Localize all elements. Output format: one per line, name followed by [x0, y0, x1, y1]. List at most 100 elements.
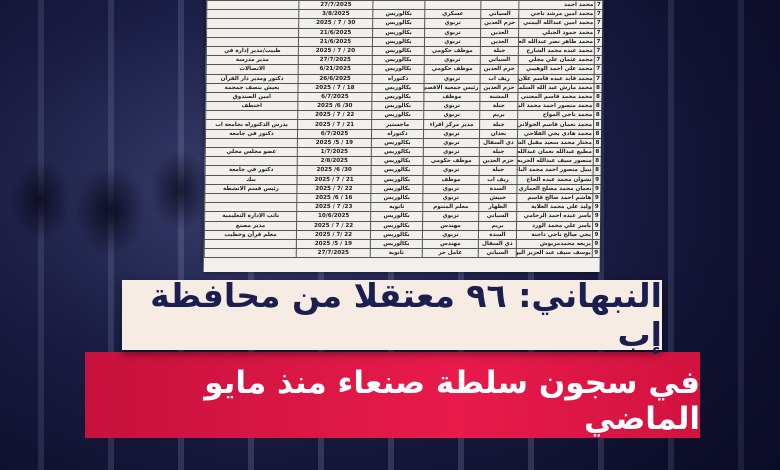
cell-degree: بكالوريس: [370, 239, 423, 249]
cell-area: السدة: [478, 230, 517, 240]
cell-area: حزم العدين: [480, 18, 519, 29]
cell-name: هاشم احمد صالح قاسم: [516, 193, 593, 203]
cell-num: 8: [593, 83, 603, 93]
cell-job: تربوي: [423, 138, 480, 148]
cell-job: تربوي: [423, 129, 480, 139]
cell-job: تربوي: [422, 184, 479, 194]
cell-area: جبلة: [479, 165, 518, 176]
cell-name: محمد عبده محمد الشارح: [518, 46, 595, 56]
cell-date: 27/7/2025: [298, 55, 373, 65]
cell-area: السياني: [478, 248, 517, 258]
cell-degree: بكالوريس: [371, 83, 425, 93]
cell-job: مدير مركز اقراء: [423, 119, 480, 130]
cell-notes: دكتور في جامعة: [205, 129, 298, 139]
cell-job: تربوي: [424, 37, 481, 47]
cell-date: 21/6/2025: [298, 28, 373, 38]
cell-name: يوسف سيف عبد العزيز اليوسفي: [516, 248, 593, 258]
cell-name: محمد امين مرشد ناجي: [518, 9, 595, 19]
cell-degree: بكالوريس: [371, 165, 424, 176]
cell-date: 6/7/2025: [297, 129, 372, 139]
cell-notes: [204, 239, 297, 249]
cell-notes: عضو مجلس محلي: [205, 147, 298, 157]
table-row: 9 ياسر علي محمد الورد بريم مهندس بكالوريس 22 …: [204, 221, 601, 231]
cell-job: مهندس: [422, 221, 479, 231]
cell-date: 10/6/2025: [296, 211, 371, 221]
cell-date: 19 / 5/ 2025: [297, 138, 372, 148]
cell-num: 9: [592, 175, 602, 185]
subheadline-band: في سجون سلطة صنعاء منذ مايو الماضي: [85, 352, 700, 438]
subheadline: في سجون سلطة صنعاء منذ مايو الماضي: [204, 365, 700, 437]
cell-area: بعدان: [479, 129, 518, 139]
cell-degree: بكالوريس: [370, 230, 423, 240]
table-row: 8 محمد هادي يحي الفلاحي بعدان تربوي دكتوراه 6…: [205, 129, 602, 139]
cell-area: [480, 0, 519, 10]
cell-num: 7: [594, 37, 603, 47]
table-row: 8 نبيل منصور احمد محمد اليافرسي جبلة تربوي ب…: [205, 165, 602, 176]
cell-job: تربوي: [423, 110, 480, 120]
cell-name: مختار محمد سعيد مقبل الشغدري: [517, 138, 594, 148]
cell-job: تربوي: [422, 211, 479, 221]
cell-degree: بكالوريس: [372, 9, 425, 19]
detainee-table: 7 محمد احمد 27/7/2025 7 محمد امين مرشد ناجي ا…: [204, 0, 603, 258]
cell-num: 8: [593, 92, 602, 102]
detainee-list-document: 7 محمد احمد 27/7/2025 7 محمد امين مرشد ناجي ا…: [203, 0, 603, 272]
cell-num: 7: [594, 0, 603, 10]
cell-job: عسكري: [424, 9, 481, 19]
table-row: 8 محمد ناجي المواح بريم تربوي بكالوريس 22 / 7…: [205, 110, 602, 120]
table-row: 8 محمد محمد قاسم المعتني المشنة موظف بكالوري…: [205, 92, 602, 102]
cell-date: 22 / 7 / 2025: [296, 221, 371, 231]
cell-area: ذي السفال: [479, 138, 518, 148]
cell-name: وليد علي محمد العلاية: [516, 202, 593, 212]
cell-job: تربوي: [423, 147, 480, 157]
cell-notes: دكتور في جامعة: [205, 165, 298, 176]
cell-date: 21/6/2025: [298, 37, 373, 47]
cell-area: السياني: [480, 55, 519, 65]
cell-area: العدين: [480, 28, 519, 38]
cell-date: 22 /7 / 2025: [296, 230, 371, 240]
table-row: 7 محمد عبده محمد الشارح جبلة موظف حكومي بكال…: [206, 46, 603, 56]
cell-name: محمد علي احمد الوهيبي: [518, 64, 595, 74]
table-row: 7 محمد احمد 27/7/2025: [206, 0, 603, 10]
cell-notes: معلم قرآن وخطيب: [204, 230, 297, 240]
cell-notes: [204, 193, 297, 203]
cell-name: نبيل منصور احمد محمد اليافرسي: [517, 165, 594, 176]
table-row: 8 محمد مارش عبد الله السلمي حزم العدين رئيس…: [205, 83, 603, 93]
table-row: 9 يزيعه محمدمريوش ذي السفال مهندس بكالوريس 19…: [204, 239, 601, 249]
cell-degree: بكالوريس: [372, 18, 425, 29]
cell-name: محمد مارش عبد الله السلمي: [517, 83, 595, 93]
cell-degree: دكتوراه: [371, 129, 424, 139]
cell-date: 21 / 7 / 2025: [296, 175, 372, 185]
cell-notes: [206, 37, 299, 47]
cell-area: بريم: [479, 110, 518, 120]
cell-date: 18 / 7 / 2025: [297, 83, 373, 93]
cell-degree: دكتوراه: [372, 74, 425, 84]
cell-notes: [206, 9, 299, 19]
cell-num: 7: [594, 55, 603, 65]
cell-job: موظف حكومي: [424, 64, 481, 74]
cell-job: تربوي: [422, 193, 479, 203]
cell-num: 8: [593, 129, 602, 139]
table-row: 9 وليد علي محمد العلاية الظهار معلم المنتوم…: [204, 202, 601, 212]
cell-name: محمد احمد: [518, 0, 595, 10]
cell-job: تربوي: [424, 18, 481, 29]
cell-job: تربوي: [423, 101, 480, 111]
cell-num: 7: [594, 9, 603, 19]
cell-date: 22 /7 / 2025: [296, 184, 371, 194]
cell-job: تربوي: [424, 28, 481, 38]
cell-date: 2/8/2025: [297, 156, 372, 166]
cell-degree: [372, 0, 425, 10]
cell-name: ياسر علي محمد الورد: [516, 221, 593, 231]
cell-num: 9: [592, 202, 601, 212]
cell-job: موظف: [422, 175, 480, 185]
cell-date: 6/7/2025: [297, 92, 372, 102]
cell-date: 30/ 6/ 2025: [297, 165, 372, 176]
cell-num: 7: [594, 46, 603, 56]
table-row: 7 محمد قايد عبده قاسم علان ريف اب تربوي دكتو…: [206, 74, 603, 84]
cell-notes: بنك: [204, 175, 298, 185]
table-row: 7 محمد طاهر نصر عبدالله العمراني العدين ترب…: [206, 37, 603, 47]
table-row: 7 محمد حمود الجبلي العدين تربوي بكالوريس 21/6…: [206, 28, 603, 38]
cell-degree: بكالوريس: [371, 92, 424, 102]
cell-area: حزم العدين: [479, 83, 519, 93]
cell-notes: [206, 18, 299, 29]
table-row: 8 محمد نعمان قاسم الخولاني جبلة مدير مركز ا…: [205, 119, 602, 130]
